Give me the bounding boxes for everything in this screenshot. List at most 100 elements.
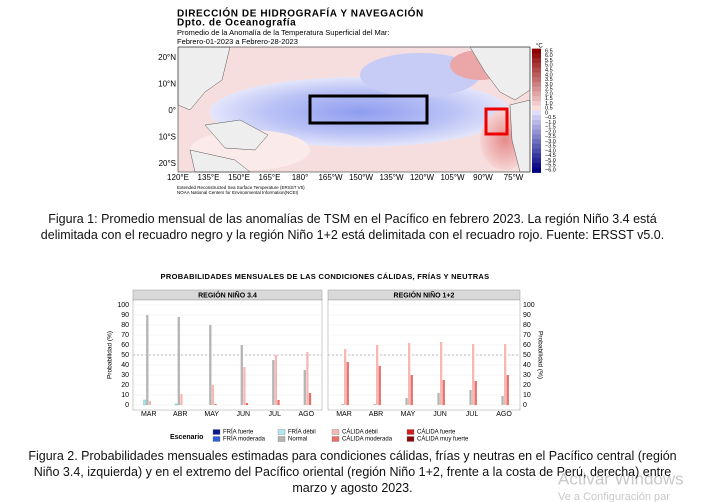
legend-title: Escenario bbox=[170, 434, 203, 441]
legend-swatch bbox=[331, 429, 340, 435]
lon-label: 165°E bbox=[259, 173, 281, 182]
colorbar-cell bbox=[532, 91, 541, 97]
legend-swatch bbox=[277, 429, 286, 435]
legend-label: FRÍA débil bbox=[288, 429, 316, 436]
colorbar-label: −1.0 bbox=[545, 120, 556, 126]
bar bbox=[143, 399, 147, 406]
bar bbox=[148, 401, 152, 405]
colorbar-label: −6.0 bbox=[545, 167, 556, 173]
bar bbox=[240, 345, 243, 405]
colorbar-cell bbox=[532, 62, 541, 69]
bar bbox=[501, 396, 504, 405]
lon-label: 90°W bbox=[473, 173, 493, 182]
colorbar-label: 1.0 bbox=[545, 101, 553, 107]
x-tick-label: MAR bbox=[336, 411, 352, 418]
lat-label: 20°S bbox=[159, 159, 176, 168]
bar bbox=[378, 366, 381, 405]
bar bbox=[504, 344, 507, 405]
lon-label: 75°W bbox=[504, 173, 524, 182]
lon-label: 180° bbox=[292, 173, 309, 182]
y-tick-label: 30 bbox=[121, 372, 129, 379]
bar bbox=[306, 352, 309, 405]
colorbar-label: 6.5 bbox=[545, 48, 553, 54]
lon-label: 120°E bbox=[167, 173, 189, 182]
y-tick-label: 90 bbox=[121, 312, 129, 319]
colorbar-cell bbox=[532, 129, 541, 135]
colorbar-cell bbox=[532, 96, 541, 102]
x-tick-label: JUN bbox=[433, 411, 447, 418]
x-tick-label: AGO bbox=[298, 411, 314, 418]
bar bbox=[308, 393, 312, 405]
watermark: Ve a Configuración par bbox=[558, 491, 670, 502]
watermark: Activar Windows bbox=[558, 469, 684, 488]
y2-axis-label: Probabilidad (%) bbox=[536, 331, 543, 379]
x-tick-label: JUN bbox=[236, 411, 250, 418]
legend-swatch bbox=[406, 429, 415, 435]
y-tick-label: 10 bbox=[121, 392, 129, 399]
bar bbox=[303, 370, 306, 405]
colorbar-label: 6.0 bbox=[545, 53, 553, 59]
colorbar-cell bbox=[532, 105, 541, 111]
colorbar-label: 5.0 bbox=[545, 63, 553, 69]
colorbar-label: 0.5 bbox=[545, 106, 553, 112]
y2-tick-label: 60 bbox=[523, 342, 531, 349]
y-tick-label: 50 bbox=[121, 352, 129, 359]
legend-label: FRÍA fuerte bbox=[223, 429, 254, 436]
colorbar-label: 2.0 bbox=[545, 91, 553, 97]
y2-tick-label: 20 bbox=[523, 382, 531, 389]
colorbar-cell bbox=[532, 153, 541, 159]
y2-tick-label: 0 bbox=[523, 402, 527, 409]
bar bbox=[272, 360, 275, 405]
colorbar-label: −5.0 bbox=[545, 158, 556, 164]
x-tick-label: MAY bbox=[204, 411, 219, 418]
colorbar-cell bbox=[532, 162, 541, 169]
bar bbox=[469, 390, 472, 405]
y-tick-label: 100 bbox=[117, 302, 129, 309]
colorbar-label: −1.5 bbox=[545, 125, 556, 131]
colorbar-cell bbox=[532, 110, 541, 116]
colorbar-label: −5.5 bbox=[545, 163, 556, 169]
bar bbox=[346, 362, 349, 405]
y-tick-label: 20 bbox=[121, 382, 129, 389]
colorbar-label: 3.5 bbox=[545, 77, 553, 83]
x-tick-label: MAY bbox=[401, 411, 416, 418]
lon-label: 120°W bbox=[410, 173, 435, 182]
bar bbox=[245, 403, 249, 405]
bar bbox=[440, 342, 443, 405]
x-tick-label: AGO bbox=[496, 411, 512, 418]
colorbar-label: 3.0 bbox=[545, 82, 553, 88]
bar bbox=[146, 315, 149, 405]
colorbar-cell bbox=[532, 86, 541, 92]
lon-label: 150°W bbox=[349, 173, 374, 182]
bar bbox=[214, 404, 217, 405]
lat-label: 10°S bbox=[159, 133, 176, 142]
colorbar-unit: °C bbox=[536, 44, 543, 50]
colorbar-label: −2.5 bbox=[545, 134, 556, 140]
legend-swatch bbox=[331, 436, 340, 442]
y-axis-label: Probabilidad (%) bbox=[107, 331, 114, 379]
legend-swatch bbox=[406, 436, 415, 442]
bar bbox=[437, 393, 440, 405]
map-header: DIRECCIÓN DE HIDROGRAFÍA Y NAVEGACIÓN bbox=[177, 7, 424, 20]
panel-title: REGIÓN NIÑO 3.4 bbox=[198, 290, 257, 299]
y2-tick-label: 50 bbox=[523, 352, 531, 359]
map-header: Promedio de la Anomalía de la Temperatur… bbox=[177, 28, 389, 37]
bar bbox=[211, 385, 215, 405]
bar bbox=[209, 325, 212, 405]
legend-label: Normal bbox=[288, 437, 307, 443]
colorbar-label: −4.0 bbox=[545, 148, 556, 154]
y-tick-label: 40 bbox=[121, 362, 129, 369]
colorbar-cell bbox=[532, 115, 541, 121]
legend-label: CÁLIDA débil bbox=[342, 429, 378, 436]
bar bbox=[506, 375, 509, 405]
colorbar-cell bbox=[532, 81, 541, 88]
x-tick-label: MAR bbox=[141, 411, 157, 418]
colorbar-cell bbox=[532, 100, 541, 107]
colorbar-label: 0 bbox=[545, 110, 548, 116]
bar bbox=[405, 398, 408, 405]
y-tick-label: 80 bbox=[121, 322, 129, 329]
y-tick-label: 0 bbox=[125, 402, 129, 409]
legend-label: CÁLIDA fuerte bbox=[417, 429, 456, 436]
bar bbox=[472, 344, 475, 405]
